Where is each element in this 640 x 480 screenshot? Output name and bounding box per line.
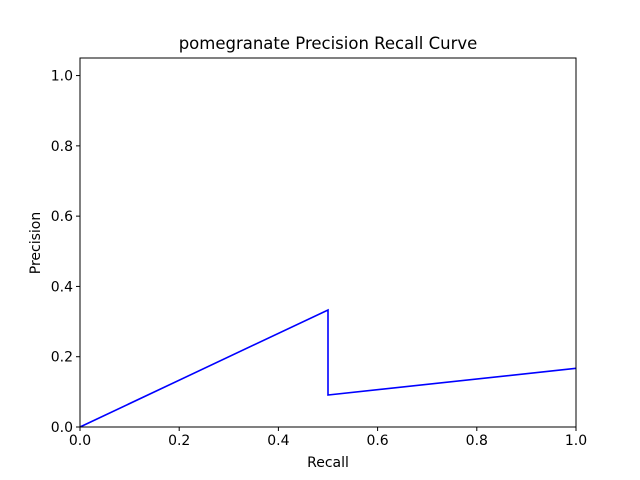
y-tick-label: 0.6 xyxy=(51,209,73,225)
x-tick-label: 0.0 xyxy=(69,433,91,449)
x-tick-label: 0.6 xyxy=(366,433,388,449)
x-axis-ticks: 0.0 0.2 0.4 0.6 0.8 1.0 xyxy=(69,427,587,449)
y-tick-label: 1.0 xyxy=(51,69,73,85)
x-tick-label: 0.8 xyxy=(466,433,488,449)
plot-frame xyxy=(79,57,577,428)
y-axis-ticks: 0.0 0.2 0.4 0.6 0.8 1.0 xyxy=(51,69,80,436)
x-tick-label: 0.4 xyxy=(267,433,289,449)
x-tick-label: 1.0 xyxy=(565,433,587,449)
y-axis-label: Precision xyxy=(28,212,44,274)
x-tick-label: 0.2 xyxy=(168,433,190,449)
y-tick-label: 0.2 xyxy=(51,350,73,366)
series-layer xyxy=(79,308,577,428)
x-axis-label: Recall xyxy=(307,455,349,471)
precision-recall-line xyxy=(79,308,577,428)
chart-title: pomegranate Precision Recall Curve xyxy=(179,34,478,53)
y-tick-label: 0.4 xyxy=(51,279,73,295)
y-tick-label: 0.8 xyxy=(51,139,73,155)
y-tick-label: 0.0 xyxy=(51,420,73,436)
